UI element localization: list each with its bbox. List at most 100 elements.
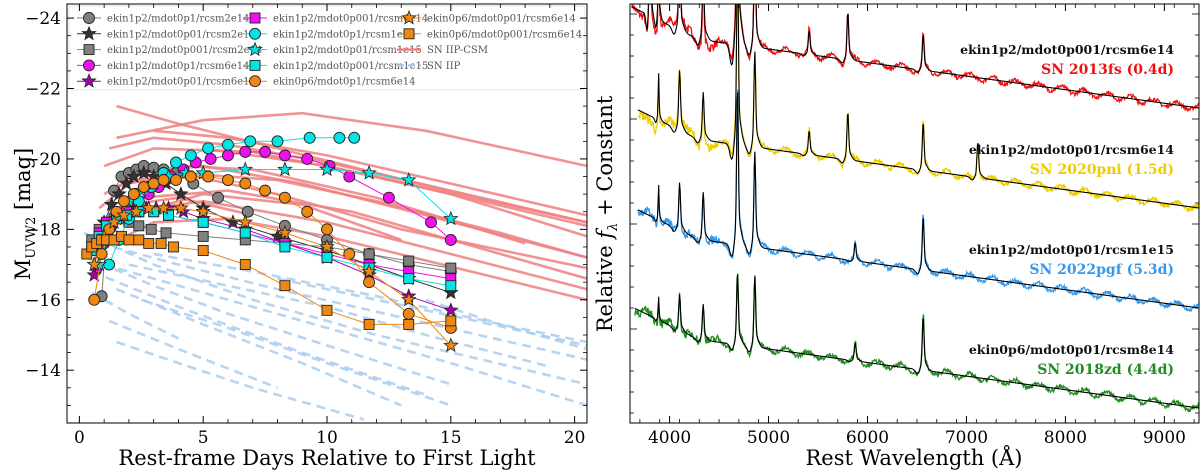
legend-marker — [403, 28, 415, 40]
model-point — [361, 164, 377, 180]
legend-label: ekin0p6/mdot0p01/rcsm6e14 — [427, 14, 576, 25]
model-point — [133, 234, 145, 246]
model-point — [163, 209, 174, 221]
model-point — [277, 161, 293, 177]
model-point — [321, 304, 333, 316]
spectra-frame — [629, 3, 1200, 424]
sn-iip-curve — [91, 291, 179, 340]
legend-label: ekin1p2/mdot0p01/rcsm2e14 — [107, 29, 256, 40]
legend-label: ekin1p2/mdot0p1/rcsm6e14 — [107, 61, 250, 72]
model-spectrum — [637, 4, 1199, 209]
sn-iip-curve — [140, 298, 452, 407]
model-point — [237, 214, 253, 229]
legend-marker — [83, 44, 95, 56]
model-point — [319, 161, 335, 177]
model-point — [278, 149, 291, 162]
x-tick-label: 15 — [440, 428, 462, 448]
model-point — [222, 174, 234, 187]
model-point — [127, 188, 140, 201]
model-point — [222, 138, 234, 151]
model-spectrum — [637, 92, 1199, 309]
x-tick-label: 5000 — [747, 428, 790, 448]
x-tick-label: 20 — [564, 428, 586, 448]
model-point — [237, 161, 253, 177]
spectra-x-axis-title: Rest Wavelength (Å) — [805, 445, 1022, 470]
spectrum-model-label: ekin1p2/mdot0p01/rcsm1e15 — [969, 242, 1174, 257]
lightcurve-x-axis-title: Rest-frame Days Relative to First Light — [118, 446, 536, 470]
y-tick-label: −20 — [25, 150, 61, 170]
model-point — [128, 203, 145, 219]
legend-label: ekin1p2/mdot0p01/rcsm1e15 — [273, 45, 422, 56]
model-point — [363, 276, 376, 289]
model-point — [123, 234, 135, 246]
model-point — [443, 210, 459, 226]
sn-iip-csm-curve — [153, 129, 587, 217]
legend-marker — [83, 59, 95, 72]
spectrum-model-label: ekin1p2/mdot0p001/rcsm6e14 — [960, 42, 1174, 57]
model-point — [88, 293, 101, 306]
model-point — [445, 262, 457, 274]
model-point — [239, 227, 251, 239]
y-tick-label: −18 — [25, 220, 61, 240]
model-point — [126, 168, 142, 184]
sn-iip-curve — [116, 340, 365, 421]
sn-iip-csm-curve — [128, 192, 402, 242]
legend-marker — [249, 27, 261, 40]
model-point — [197, 245, 209, 256]
model-point — [173, 186, 189, 201]
x-tick-label: 7000 — [945, 428, 988, 448]
sn-iip-curve — [103, 263, 587, 407]
model-point — [301, 152, 314, 165]
model-point — [403, 318, 415, 330]
model-point — [145, 223, 157, 235]
model-point — [319, 238, 335, 254]
model-point — [363, 248, 375, 260]
model-point — [363, 318, 375, 330]
model-point — [147, 177, 160, 190]
spectra-y-axis-title: Relative fλ + Constant — [593, 95, 621, 332]
model-point — [116, 207, 132, 222]
legend-marker — [81, 73, 97, 88]
x-tick-label: 10 — [316, 428, 338, 448]
model-point — [202, 170, 215, 183]
legend-label: ekin1p2/mdot0p001/rcsm6e14 — [273, 14, 428, 25]
model-point — [277, 224, 293, 240]
model-point — [173, 200, 189, 215]
legend-label: ekin1p2/mdot0p001/rcsm1e15 — [273, 61, 428, 72]
model-point — [403, 273, 415, 285]
x-tick-label: 0 — [74, 428, 85, 448]
legend-label: ekin1p2/mdot0p1/rcsm1e15 — [273, 29, 416, 40]
model-point — [160, 227, 172, 239]
x-tick-label: 6000 — [846, 428, 889, 448]
model-point — [168, 241, 179, 253]
model-point — [195, 203, 211, 219]
lightcurve-y-axis-title: MUVW2 [mag] — [11, 148, 39, 280]
model-point — [301, 205, 314, 218]
model-point — [445, 315, 457, 327]
model-point — [103, 196, 120, 212]
x-tick-label: 8000 — [1044, 428, 1087, 448]
spectrum-sn-label: SN 2020pni (1.5d) — [1030, 162, 1174, 178]
spectrum-sn-label: SN 2018zd (4.4d) — [1037, 362, 1174, 378]
model-point — [133, 220, 145, 232]
model-point — [86, 266, 102, 282]
model-point — [259, 145, 272, 158]
model-point — [443, 337, 459, 353]
model-point — [170, 174, 182, 187]
observed-spectrum — [631, 4, 1199, 113]
model-point — [155, 237, 167, 249]
spectrum-sn-label: SN 2013fs (0.4d) — [1041, 62, 1174, 78]
legend-label: ekin0p6/mdot0p1/rcsm6e14 — [273, 77, 416, 88]
legend-label: ekin1p2/mdot0p01/rcsm6e14 — [107, 77, 256, 88]
model-point — [443, 302, 459, 317]
model-point — [403, 255, 415, 267]
sn-iip-curve — [91, 270, 427, 397]
model-point — [361, 263, 377, 279]
model-point — [241, 205, 254, 218]
legend-marker — [249, 12, 261, 24]
sn-iip-curve — [425, 298, 587, 351]
y-tick-label: −16 — [25, 291, 61, 311]
model-point — [239, 177, 252, 190]
model-point — [271, 135, 284, 148]
